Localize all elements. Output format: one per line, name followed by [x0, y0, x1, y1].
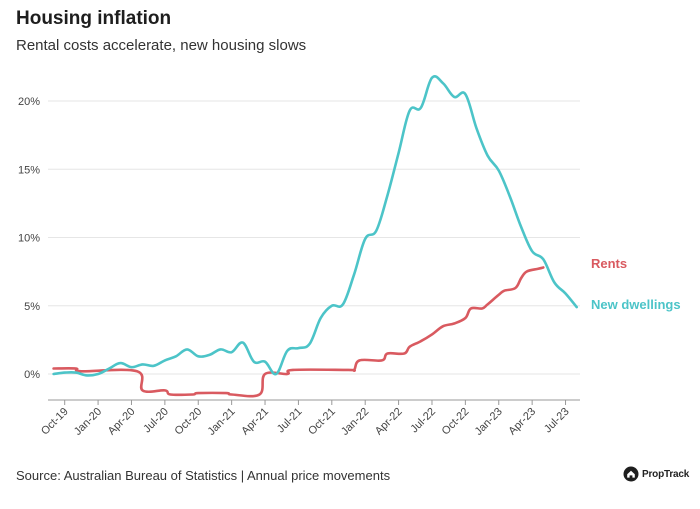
brand-logo: PropTrack: [623, 466, 689, 482]
x-tick-label: Apr-22: [373, 406, 405, 438]
series-line-new-dwellings: [52, 75, 578, 377]
x-tick-label: Jan-21: [205, 406, 237, 438]
x-tick-label: Jul-23: [542, 406, 572, 436]
y-tick-label: 20%: [18, 96, 40, 108]
x-tick-label: Apr-23: [506, 406, 538, 438]
x-tick-label: Jan-20: [72, 406, 104, 438]
series-label-new-dwellings: New dwellings: [591, 297, 681, 312]
source-note: Source: Australian Bureau of Statistics …: [16, 468, 391, 483]
y-tick-label: 10%: [18, 233, 40, 245]
x-tick-label: Apr-21: [239, 406, 271, 438]
chart-subtitle: Rental costs accelerate, new housing slo…: [16, 37, 307, 54]
x-tick-label: Jul-20: [141, 406, 171, 436]
brand-name: PropTrack: [642, 468, 690, 480]
x-tick-label: Oct-20: [173, 406, 205, 438]
y-tick-label: 5%: [24, 301, 40, 313]
x-tick-label: Jan-23: [473, 406, 505, 438]
x-tick-label: Jul-22: [408, 406, 438, 436]
y-tick-label: 0%: [24, 369, 40, 381]
y-tick-label: 15%: [18, 164, 40, 176]
x-tick-label: Oct-22: [440, 406, 472, 438]
series-line-rents: [52, 266, 545, 398]
page-title: Housing inflation: [16, 8, 172, 29]
series-label-rents: Rents: [591, 256, 627, 271]
x-tick-label: Jul-21: [275, 406, 305, 436]
x-tick-label: Jan-22: [339, 406, 371, 438]
house-logo-icon: [623, 466, 639, 482]
x-tick-label: Oct-19: [39, 406, 71, 438]
x-tick-label: Oct-21: [306, 406, 338, 438]
x-tick-label: Apr-20: [106, 406, 138, 438]
